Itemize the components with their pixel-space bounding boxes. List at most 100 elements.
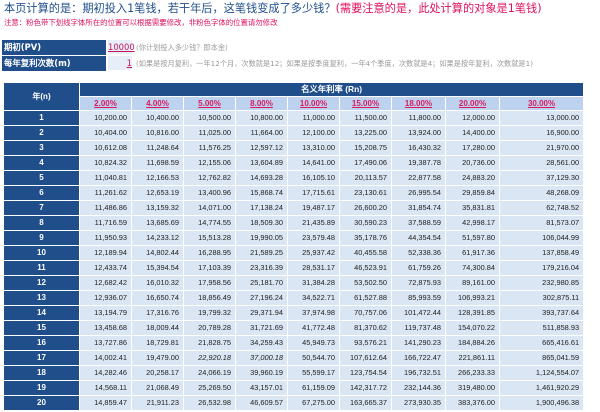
value-cell: 37,588.59 [391, 215, 446, 231]
table-row: 16 13,727.86 18,729.81 21,828.75 34,259.43 45… [3, 335, 585, 351]
rate-input[interactable]: 4.00% [131, 96, 184, 111]
value-cell: 52,338.36 [391, 245, 446, 261]
value-cell: 107,612.64 [339, 350, 392, 366]
year-cell: 15 [3, 320, 80, 336]
year-cell: 5 [3, 170, 80, 186]
year-cell: 4 [3, 155, 80, 171]
rate-input[interactable]: 30.00% [498, 96, 585, 111]
year-header: 年(n) [3, 82, 80, 111]
year-cell: 3 [3, 140, 80, 156]
value-cell: 18,509.30 [235, 215, 288, 231]
value-cell: 35,178.76 [339, 230, 392, 246]
rate-input[interactable]: 5.00% [183, 96, 236, 111]
value-cell: 14,693.28 [235, 170, 288, 186]
value-cell: 12,653.19 [131, 185, 184, 201]
periods-input[interactable]: 1 [108, 56, 132, 70]
rate-input[interactable]: 18.00% [391, 96, 446, 111]
value-cell: 10,400.00 [131, 110, 184, 126]
value-cell: 11,664.00 [235, 125, 288, 141]
value-cell: 37,000.18 [235, 350, 288, 366]
rate-input[interactable]: 8.00% [235, 96, 288, 111]
value-cell: 11,248.64 [131, 140, 184, 156]
value-cell: 1,461,920.29 [498, 380, 585, 396]
value-cell: 11,800.00 [391, 110, 446, 126]
value-cell: 17,490.06 [339, 155, 392, 171]
value-cell: 12,000.00 [445, 110, 500, 126]
year-cell: 20 [3, 395, 80, 411]
value-cell: 232,980.85 [498, 275, 585, 291]
value-cell: 13,194.79 [79, 305, 132, 321]
value-cell: 21,828.75 [183, 335, 236, 351]
value-cell: 12,936.07 [79, 290, 132, 306]
principal-label: 期初(PV) [2, 40, 106, 55]
value-cell: 13,225.00 [339, 125, 392, 141]
value-cell: 11,486.86 [79, 200, 132, 216]
rate-input[interactable]: 2.00% [79, 96, 132, 111]
rate-input[interactable]: 10.00% [287, 96, 340, 111]
value-cell: 29,371.94 [235, 305, 288, 321]
table-row: 2 10,404.00 10,816.00 11,025.00 11,664.00 12,… [3, 125, 585, 141]
value-cell: 232,144.36 [391, 380, 446, 396]
year-cell: 12 [3, 275, 80, 291]
value-cell: 62,748.52 [498, 200, 585, 216]
value-cell: 1,900,496.38 [498, 395, 585, 411]
value-cell: 22,920.18 [183, 350, 236, 366]
value-cell: 85,993.59 [391, 290, 446, 306]
value-cell: 14,071.00 [183, 200, 236, 216]
value-cell: 81,370.62 [339, 320, 392, 336]
value-cell: 11,000.00 [287, 110, 340, 126]
value-cell: 21,589.25 [235, 245, 288, 261]
value-cell: 25,937.42 [287, 245, 340, 261]
principal-row: 期初(PV) 10000 (你计划投入多少钱？即本金) [2, 40, 598, 55]
value-cell: 11,025.00 [183, 125, 236, 141]
value-cell: 61,759.26 [391, 260, 446, 276]
value-cell: 319,480.00 [445, 380, 500, 396]
value-cell: 11,261.62 [79, 185, 132, 201]
value-cell: 50,544.70 [287, 350, 340, 366]
rate-input[interactable]: 15.00% [339, 96, 392, 111]
value-cell: 61,917.36 [445, 245, 500, 261]
value-cell: 12,682.42 [79, 275, 132, 291]
value-cell: 15,394.54 [131, 260, 184, 276]
value-cell: 11,950.93 [79, 230, 132, 246]
rate-row: 2.00% 4.00% 5.00% 8.00% 10.00% 15.00% 18.00% 20… [4, 96, 585, 111]
table-row: 7 11,486.86 13,159.32 14,071.00 17,138.24 19,… [3, 200, 585, 216]
value-cell: 93,576.21 [339, 335, 392, 351]
value-cell: 24,883.20 [445, 170, 500, 186]
value-cell: 26,532.98 [183, 395, 236, 411]
value-cell: 11,576.25 [183, 140, 236, 156]
value-cell: 19,387.78 [391, 155, 446, 171]
value-cell: 11,040.81 [79, 170, 132, 186]
year-cell: 6 [3, 185, 80, 201]
value-cell: 31,854.74 [391, 200, 446, 216]
rate-input[interactable]: 20.00% [445, 96, 500, 111]
value-cell: 16,430.32 [391, 140, 446, 156]
value-cell: 61,527.88 [339, 290, 392, 306]
value-cell: 55,599.17 [287, 365, 340, 381]
value-cell: 34,522.71 [287, 290, 340, 306]
value-cell: 14,282.46 [79, 365, 132, 381]
value-cell: 166,722.47 [391, 350, 446, 366]
value-cell: 25,181.70 [235, 275, 288, 291]
principal-input[interactable]: 10000 [108, 40, 135, 54]
value-cell: 21,068.49 [131, 380, 184, 396]
value-cell: 28,561.00 [498, 155, 585, 171]
year-cell: 13 [3, 290, 80, 306]
value-cell: 37,974.98 [287, 305, 340, 321]
value-cell: 17,103.39 [183, 260, 236, 276]
periods-hint: (如果是按月复利，一年12个月，次数就是12；如果是按季度复利，一年4个季度，次… [136, 59, 533, 68]
value-cell: 865,041.59 [498, 350, 585, 366]
year-cell: 11 [3, 260, 80, 276]
value-cell: 12,433.74 [79, 260, 132, 276]
value-cell: 24,066.19 [183, 365, 236, 381]
value-cell: 34,259.43 [235, 335, 288, 351]
value-cell: 20,258.17 [131, 365, 184, 381]
value-cell: 10,612.08 [79, 140, 132, 156]
value-cell: 14,400.00 [445, 125, 500, 141]
value-cell: 89,161.00 [445, 275, 500, 291]
value-cell: 72,875.93 [391, 275, 446, 291]
value-cell: 18,009.44 [131, 320, 184, 336]
value-cell: 39,960.19 [235, 365, 288, 381]
value-cell: 43,157.01 [235, 380, 288, 396]
value-cell: 13,159.32 [131, 200, 184, 216]
